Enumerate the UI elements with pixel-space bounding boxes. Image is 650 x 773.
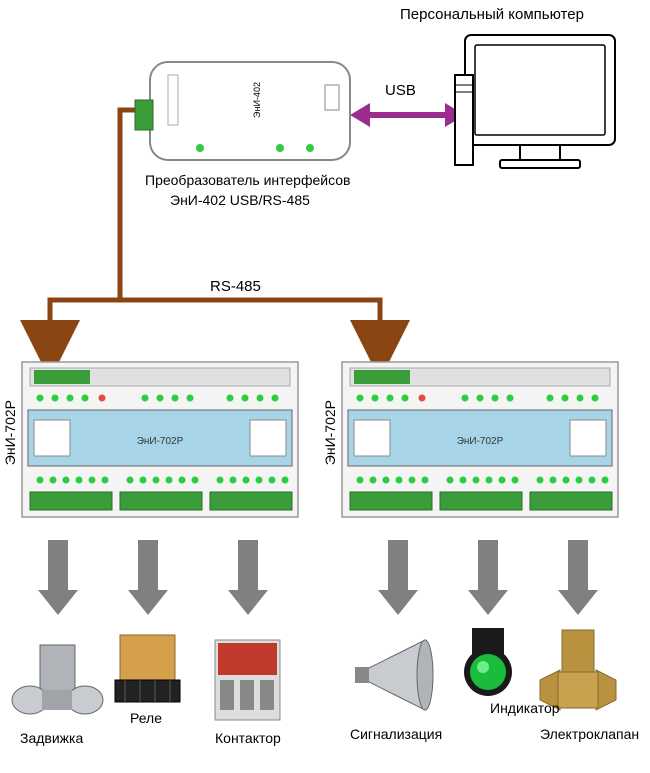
module-left: ЭнИ-702Р [22,362,298,517]
usb-label: USB [385,82,416,99]
indicator-icon [464,628,512,696]
output-arrows [38,540,598,615]
contactor-label: Контактор [215,730,281,746]
relay-label: Реле [130,710,162,726]
valve-label: Задвижка [20,730,83,746]
converter-label-2: ЭнИ-402 USB/RS-485 [170,192,310,208]
diagram-svg: ЭнИ-402 ЭнИ-702Р [0,0,650,773]
solenoid-icon [540,630,616,710]
contactor-icon [215,640,280,720]
converter-label-1: Преобразователь интерфейсов [145,172,350,188]
pc-monitor [455,35,615,168]
usb-arrow [350,103,465,127]
alarm-icon [355,640,433,710]
solenoid-label: Электроклапан [540,726,639,742]
pc-label: Персональный компьютер [400,6,584,23]
indicator-label: Индикатор [490,700,560,716]
module-right: ЭнИ-702Р [342,362,618,517]
panel-label-right: ЭнИ-702Р [457,436,504,447]
module-right-label: ЭнИ-702Р [322,400,338,465]
alarm-label: Сигнализация [350,726,442,742]
rs485-label: RS-485 [210,278,261,295]
converter-device: ЭнИ-402 [135,62,350,160]
svg-text:ЭнИ-402: ЭнИ-402 [252,82,262,118]
module-left-label: ЭнИ-702Р [2,400,18,465]
valve-icon [12,645,103,714]
relay-icon [115,635,180,702]
panel-label-left: ЭнИ-702Р [137,436,184,447]
